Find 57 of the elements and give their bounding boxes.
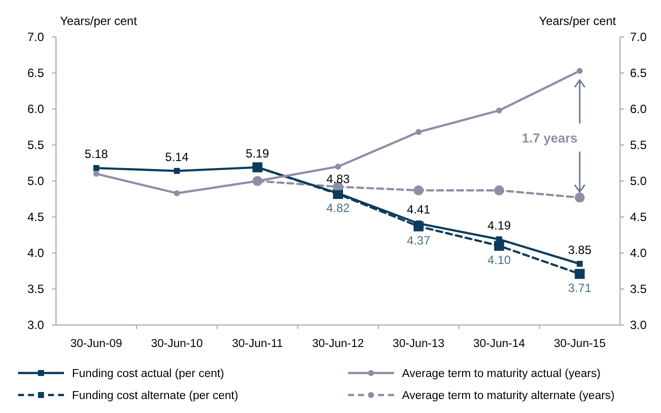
x-tick-label: 30-Jun-15 [554,338,606,350]
y-tick-label: 6.0 [27,102,44,116]
y-tick-label: 4.5 [27,210,44,224]
point [414,185,424,196]
data-label: 3.85 [568,242,592,257]
y-tick-label: 5.0 [27,174,44,188]
y2-tick-label: 6.5 [630,66,648,80]
point [93,170,100,177]
legend-label: Funding cost alternate (per cent) [72,390,238,402]
point [576,68,583,74]
point [574,268,585,279]
legend-label: Funding cost actual (per cent) [72,368,224,380]
legend-label: Average term to maturity actual (years) [402,368,601,380]
point [174,168,180,174]
data-label: 5.18 [84,147,108,162]
x-tick-label: 30-Jun-11 [232,338,283,350]
data-label: 4.41 [406,202,431,216]
y2-tick-label: 5.0 [630,174,648,188]
data-label: 4.19 [487,218,512,232]
point [494,185,504,196]
data-label: 5.19 [246,146,270,160]
y-tick-label: 3.5 [27,282,44,296]
y2-tick-label: 3.0 [630,318,648,332]
data-label: 4.83 [326,172,350,186]
y-tick-label: 4.0 [27,246,44,260]
point [576,260,583,267]
y-tick-label: 3.0 [27,318,44,332]
y2-tick-label: 5.5 [630,138,648,152]
x-tick-label: 30-Jun-10 [150,338,203,350]
point [494,240,504,251]
point [496,107,502,114]
y2-tick-label: 4.5 [630,210,648,224]
data-label: 4.37 [406,233,431,248]
annotation: 1.7 years [522,130,578,146]
y2-tick-label: 3.5 [630,282,648,296]
y-axis-title: Years/per cent [60,14,138,28]
y2-axis-title: Years/per cent [539,14,617,28]
y-tick-label: 5.5 [27,138,44,152]
y-tick-label: 6.5 [27,66,44,80]
x-tick-label: 30-Jun-14 [473,338,526,350]
data-label: 3.71 [568,280,592,295]
y2-tick-label: 7.0 [630,30,648,44]
legend-label: Average term to maturity alternate (years) [402,390,615,402]
x-tick-label: 30-Jun-12 [312,338,364,350]
data-label: 5.14 [165,150,189,164]
point [174,190,180,196]
x-tick-label: 30-Jun-09 [70,338,122,350]
data-label: 4.10 [487,252,512,267]
y-tick-label: 7.0 [27,30,44,44]
point [574,192,585,203]
point [335,164,341,170]
x-tick-label: 30-Jun-13 [392,338,444,350]
point [416,129,422,136]
data-label: 4.82 [326,200,350,215]
y2-tick-label: 6.0 [630,102,648,116]
point [93,165,100,172]
y2-tick-label: 4.0 [630,246,648,260]
